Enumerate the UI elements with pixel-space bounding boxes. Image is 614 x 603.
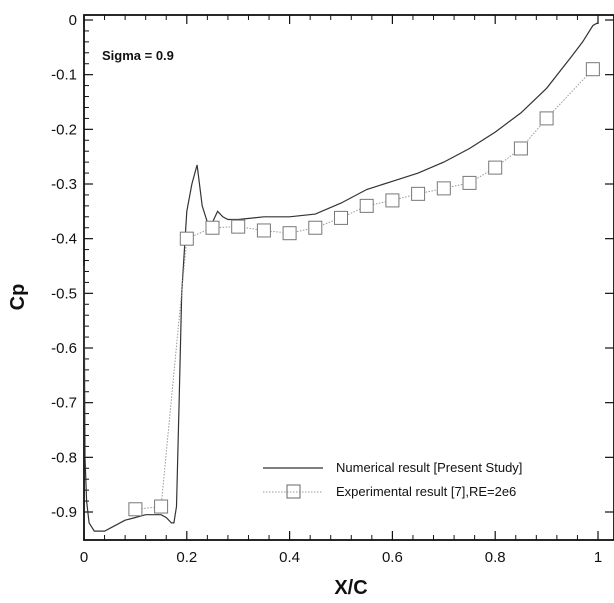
legend-marker-experimental (286, 484, 301, 499)
experimental-point-marker (154, 499, 169, 514)
y-tick-label: -0.5 (51, 285, 77, 302)
y-tick-label: -0.1 (51, 67, 77, 84)
experimental-point-marker (205, 220, 220, 235)
experimental-point-marker (179, 231, 194, 246)
experimental-point-marker (282, 226, 297, 241)
y-tick-label: -0.2 (51, 121, 77, 138)
experimental-point-marker (128, 502, 143, 517)
series-line-numerical (83, 22, 599, 532)
legend-label-numerical: Numerical result [Present Study] (336, 460, 522, 475)
experimental-point-marker (411, 186, 426, 201)
x-tick-label: 1 (594, 549, 602, 566)
y-tick-label: -0.7 (51, 395, 77, 412)
experimental-point-marker (462, 175, 477, 190)
legend-label-experimental: Experimental result [7],RE=2e6 (336, 484, 516, 499)
y-tick-label: 0 (69, 12, 77, 29)
x-tick-label: 0.2 (176, 549, 197, 566)
experimental-point-marker (359, 198, 374, 213)
y-tick-label: -0.6 (51, 340, 77, 357)
experimental-point-marker (513, 141, 528, 156)
x-tick-label: 0 (80, 549, 88, 566)
experimental-point-marker (231, 219, 246, 234)
experimental-point-marker (585, 62, 600, 77)
series-line-experimental (135, 68, 594, 510)
y-tick-label: -0.9 (51, 504, 77, 521)
experimental-point-marker (436, 181, 451, 196)
x-tick-label: 0.6 (382, 549, 403, 566)
x-tick-label: 0.4 (279, 549, 300, 566)
legend: Numerical result [Present Study] Experim… (263, 460, 522, 499)
experimental-point-marker (488, 160, 503, 175)
x-tick-label: 0.8 (485, 549, 506, 566)
experimental-point-marker (539, 111, 554, 126)
y-tick-label: -0.4 (51, 231, 77, 248)
experimental-point-marker (308, 220, 323, 235)
experimental-point-marker (256, 223, 271, 238)
y-axis-ticks: 0 -0.1 -0.2 -0.3 -0.4 -0.5 -0.6 -0.7 -0.8 -0.9 (51, 12, 614, 521)
experimental-point-marker (334, 210, 348, 225)
y-axis-title: Cp (7, 284, 29, 311)
x-axis-title: X/C (334, 577, 367, 599)
series-layer (83, 22, 600, 532)
x-axis-ticks: 0 0.2 0.4 0.6 0.8 1 (80, 15, 602, 566)
experimental-point-marker (385, 193, 400, 208)
y-tick-label: -0.3 (51, 176, 77, 193)
sigma-annotation: Sigma = 0.9 (102, 48, 174, 63)
y-tick-label: -0.8 (51, 449, 77, 466)
